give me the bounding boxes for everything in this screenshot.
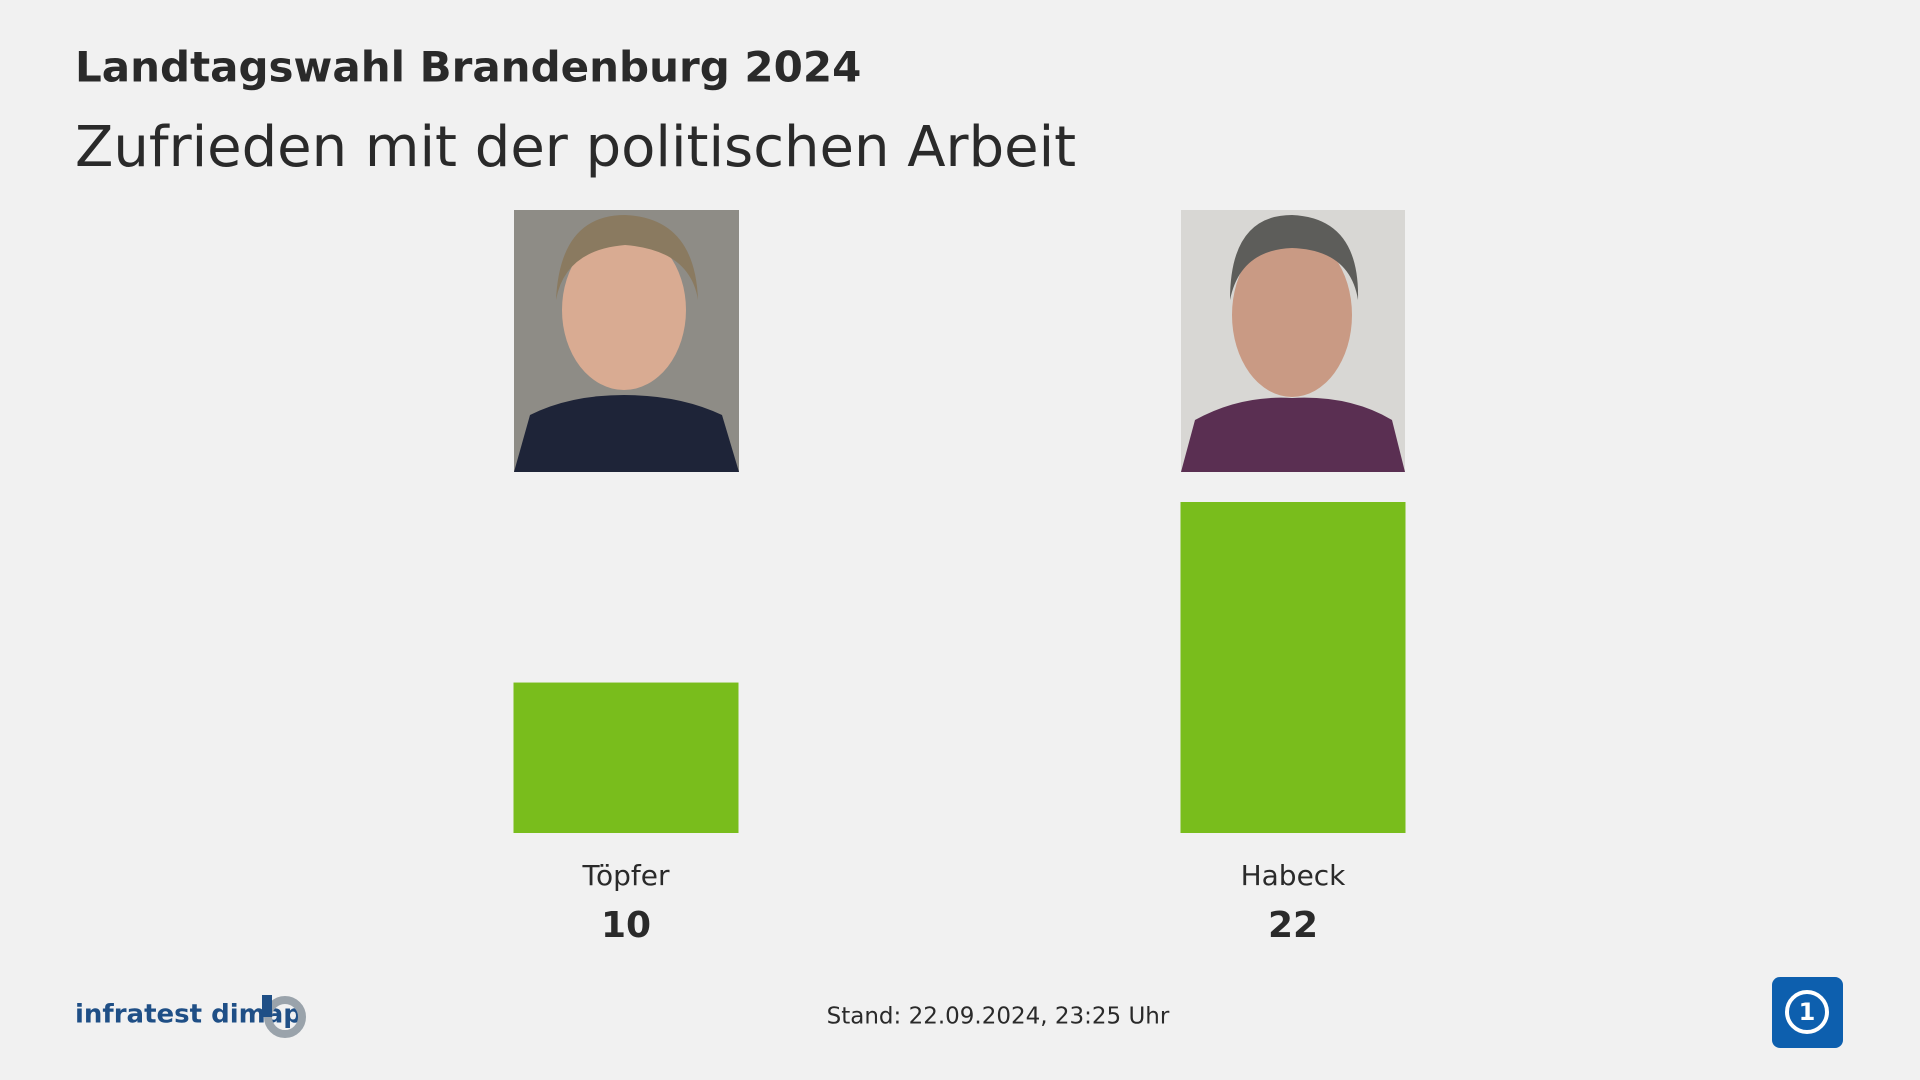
chart-title: Landtagswahl Brandenburg 2024	[75, 43, 861, 92]
source-logo	[262, 995, 306, 1038]
svg-text:1: 1	[1799, 998, 1816, 1026]
portrait	[514, 210, 739, 472]
footer: Stand: 22.09.2024, 23:25 Uhr	[827, 1004, 1170, 1030]
category-label: Töpfer	[582, 859, 670, 892]
broadcaster-logo: 1	[1772, 977, 1843, 1048]
chart-subtitle: Zufrieden mit der politischen Arbeit	[75, 115, 1076, 180]
bar	[513, 682, 739, 833]
bar	[1180, 502, 1406, 833]
value-label: 22	[1268, 905, 1318, 946]
portrait	[1181, 210, 1405, 472]
category-label: Habeck	[1241, 859, 1347, 892]
value-label: 10	[601, 905, 651, 946]
